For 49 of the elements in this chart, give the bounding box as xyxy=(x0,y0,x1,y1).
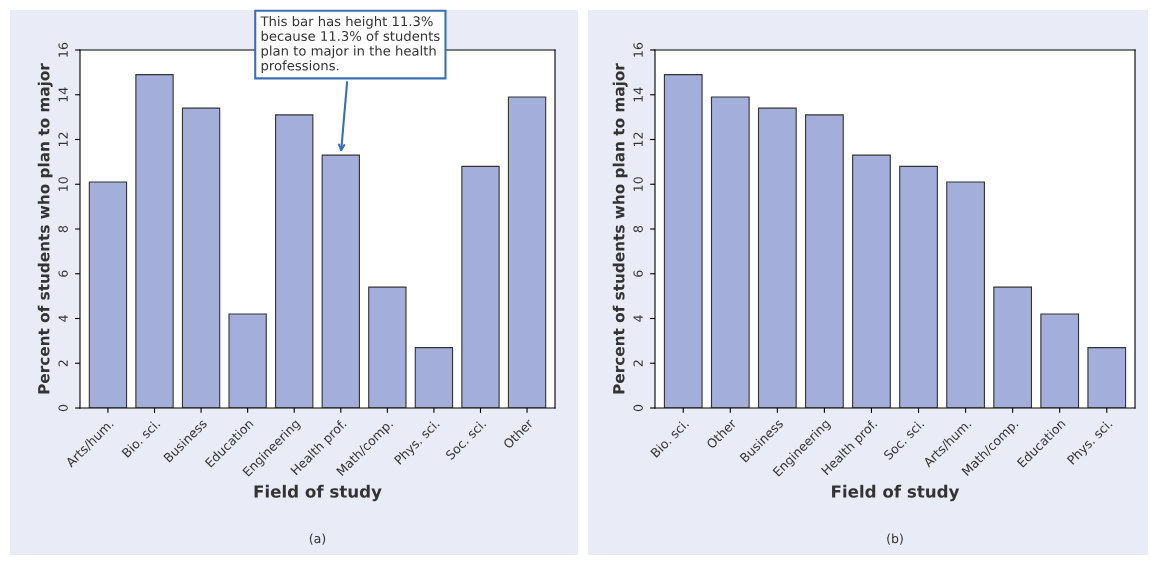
bar xyxy=(757,107,797,408)
bar xyxy=(135,74,174,408)
y-tick-label: 10 xyxy=(633,177,643,191)
y-tick-label: 4 xyxy=(633,315,643,322)
bar xyxy=(946,181,985,408)
y-tick-label: 16 xyxy=(58,42,68,57)
bar xyxy=(710,96,750,408)
y-tick-label: 10 xyxy=(58,177,68,191)
y-tick-label: 2 xyxy=(58,360,68,367)
bar xyxy=(1040,313,1080,408)
x-tick-label: Soc. sci. xyxy=(444,418,487,461)
x-axis-title: Field of study xyxy=(254,484,382,502)
bar xyxy=(88,181,128,408)
y-tick-label: 8 xyxy=(58,225,68,233)
text: (a) xyxy=(309,533,326,545)
bar xyxy=(461,165,500,408)
bar xyxy=(899,165,938,408)
annotation: This bar has height 11.3% because 11.3% of students plan to major in the health professions. xyxy=(260,15,440,74)
bar xyxy=(507,96,547,408)
x-tick-label: Soc. sci. xyxy=(882,418,925,461)
y-tick-label: 12 xyxy=(633,132,643,147)
y-tick-label: 4 xyxy=(58,315,68,322)
bar xyxy=(805,114,844,408)
y-tick-label: 0 xyxy=(633,404,643,412)
y-tick-label: 0 xyxy=(58,404,68,412)
y-axis-title: Percent of students who plan to major xyxy=(37,63,53,394)
y-tick-label: 14 xyxy=(58,87,68,102)
y-tick-label: 8 xyxy=(633,225,643,233)
y-tick-label: 2 xyxy=(633,360,643,367)
y-tick-label: 14 xyxy=(633,87,643,102)
bar xyxy=(275,114,314,408)
bar xyxy=(414,347,454,408)
bar xyxy=(181,107,221,408)
bar xyxy=(368,286,407,408)
bar xyxy=(1087,347,1127,408)
bar xyxy=(852,154,891,408)
x-axis-title: Field of study xyxy=(832,484,960,502)
x-tick-label: Bio. sci. xyxy=(649,418,690,458)
bar xyxy=(663,74,703,408)
bar xyxy=(228,313,267,408)
y-axis-title: Percent of students who plan to major xyxy=(612,63,628,394)
y-tick-label: 16 xyxy=(633,42,643,57)
bar xyxy=(321,154,360,408)
x-tick-label: Bio. sci. xyxy=(121,418,161,458)
bar xyxy=(993,286,1033,408)
text: (b) xyxy=(887,533,903,545)
y-tick-label: 12 xyxy=(58,132,68,147)
y-tick-label: 6 xyxy=(633,270,643,277)
y-tick-label: 6 xyxy=(58,270,68,277)
